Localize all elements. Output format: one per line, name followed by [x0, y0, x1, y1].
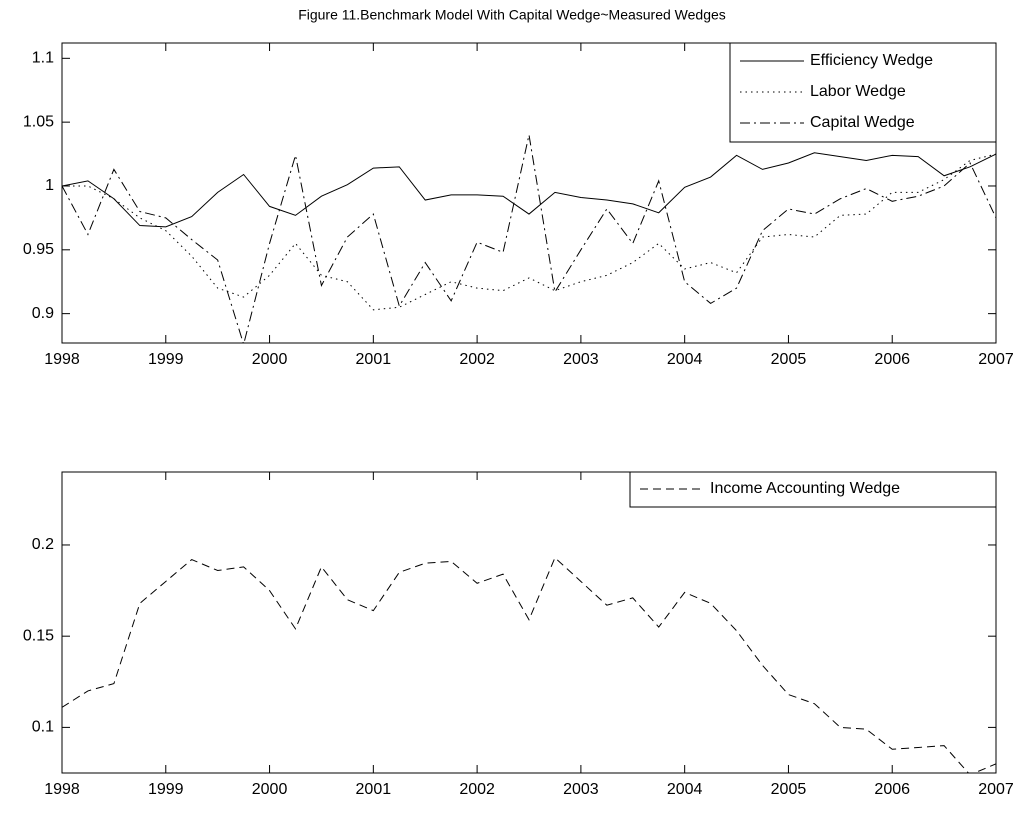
- x-tick-label: 2002: [459, 351, 495, 368]
- x-tick-label: 2003: [563, 351, 599, 368]
- x-tick-label: 2004: [667, 351, 703, 368]
- y-tick-label: 0.1: [32, 719, 54, 736]
- axes-box: [61, 42, 997, 344]
- legend-label: Efficiency Wedge: [810, 52, 933, 69]
- x-tick-label: 2004: [667, 781, 703, 798]
- y-tick-label: 0.2: [32, 536, 54, 553]
- x-tick-label: 2007: [978, 351, 1014, 368]
- y-tick-label: 1: [45, 177, 54, 194]
- x-tick-label: 1998: [44, 351, 80, 368]
- y-tick-label: 1.1: [32, 50, 54, 67]
- x-tick-label: 2001: [356, 351, 392, 368]
- y-tick-label: 1.05: [23, 113, 54, 130]
- y-tick-label: 0.95: [23, 241, 54, 258]
- x-tick-label: 2005: [771, 351, 807, 368]
- x-tick-label: 2000: [252, 781, 288, 798]
- x-tick-label: 2000: [252, 351, 288, 368]
- x-tick-label: 2003: [563, 781, 599, 798]
- x-tick-label: 2001: [356, 781, 392, 798]
- plot-area: [62, 472, 996, 773]
- x-tick-label: 2007: [978, 781, 1014, 798]
- legend-box: [629, 471, 997, 508]
- legend-label: Capital Wedge: [810, 114, 915, 131]
- legend-label: Labor Wedge: [810, 83, 906, 100]
- y-tick-label: 0.15: [23, 627, 54, 644]
- x-tick-label: 1999: [148, 351, 184, 368]
- x-tick-label: 2006: [874, 351, 910, 368]
- x-tick-label: 1998: [44, 781, 80, 798]
- series-line: [62, 134, 996, 343]
- chart-title: Figure 11.Benchmark Model With Capital W…: [298, 7, 726, 23]
- x-tick-label: 1999: [148, 781, 184, 798]
- series-line: [62, 152, 996, 228]
- legend-label: Income Accounting Wedge: [710, 480, 900, 497]
- y-tick-label: 0.9: [32, 305, 54, 322]
- x-tick-label: 2002: [459, 781, 495, 798]
- axes-box: [61, 471, 997, 774]
- x-tick-label: 2006: [874, 781, 910, 798]
- series-line: [62, 556, 996, 773]
- x-tick-label: 2005: [771, 781, 807, 798]
- series-line: [62, 153, 996, 311]
